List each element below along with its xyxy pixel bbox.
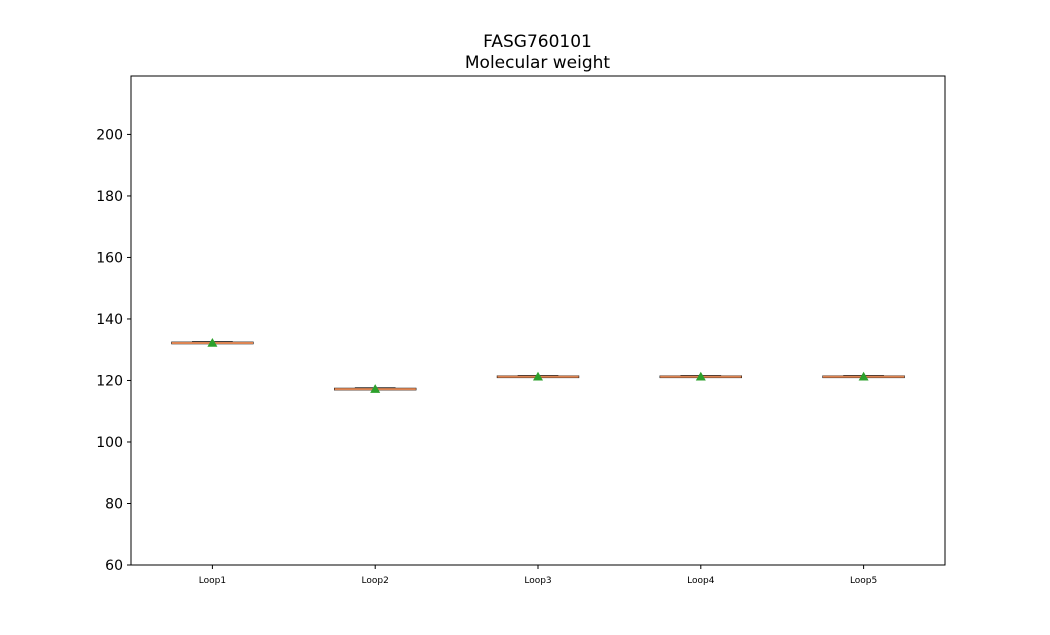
mean-marker [858, 371, 869, 381]
y-axis: 60 80 100 120 140 160 180 200 [96, 127, 131, 574]
box-loop5 [822, 371, 905, 381]
box-loop4 [659, 371, 742, 381]
chart-title-line1: FASG760101 [483, 32, 592, 52]
y-tick-label: 200 [96, 127, 123, 143]
box-loop3 [496, 371, 580, 381]
mean-marker [370, 384, 381, 393]
chart-title-line2: Molecular weight [465, 53, 611, 73]
x-tick-label: Loop1 [199, 576, 226, 586]
y-tick-label: 100 [96, 435, 123, 451]
x-tick-label: Loop3 [524, 576, 551, 586]
y-tick-label: 120 [96, 373, 123, 389]
x-tick-label: Loop2 [362, 576, 389, 586]
mean-marker [533, 371, 543, 381]
y-tick-label: 80 [105, 496, 123, 512]
y-tick-label: 60 [105, 558, 123, 574]
x-tick-label: Loop5 [850, 576, 877, 586]
plot-area-frame [130, 75, 946, 566]
x-axis: Loop1 Loop2 Loop3 Loop4 Loop5 [199, 565, 877, 586]
box-loop1 [171, 337, 254, 347]
box-loop2 [334, 384, 417, 393]
mean-marker [207, 337, 218, 347]
mean-marker [695, 371, 706, 381]
box-series [171, 337, 905, 393]
y-tick-label: 180 [96, 189, 123, 205]
x-tick-label: Loop4 [687, 576, 715, 586]
y-tick-label: 160 [96, 250, 123, 266]
y-tick-label: 140 [96, 312, 123, 328]
